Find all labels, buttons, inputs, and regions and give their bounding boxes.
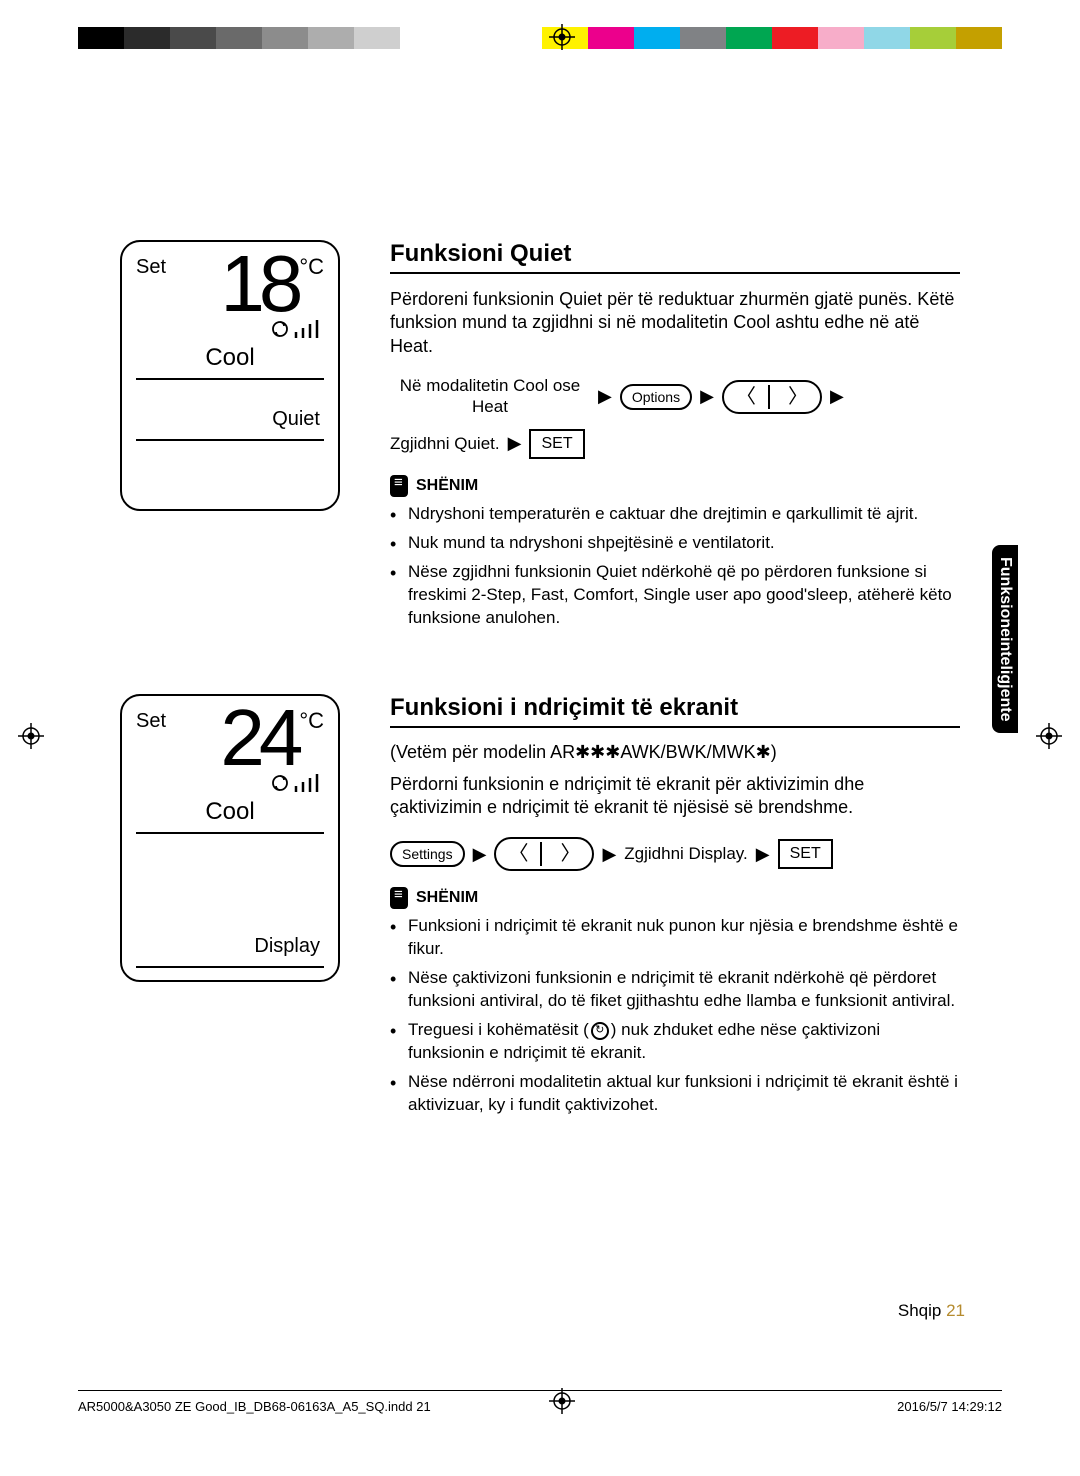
registration-mark-top-icon xyxy=(549,24,575,57)
display-submode: Quiet xyxy=(136,386,324,441)
registration-mark-right-icon xyxy=(1036,723,1062,756)
quiet-intro: Përdoreni funksionin Quiet për të redukt… xyxy=(390,288,960,358)
calibration-swatch xyxy=(910,27,956,49)
select-display-text: Zgjidhni Display. xyxy=(624,844,747,864)
registration-mark-left-icon xyxy=(18,723,44,756)
quiet-step-row-2: Zgjidhni Quiet. ▶ SET xyxy=(390,429,960,459)
footer-page-number: 21 xyxy=(946,1301,965,1320)
display-notes-list: Funksioni i ndriçimit të ekranit nuk pun… xyxy=(390,915,960,1117)
calibration-swatch xyxy=(78,27,124,49)
display-set-label: Set xyxy=(136,252,166,279)
calibration-swatch xyxy=(400,27,446,49)
calibration-swatch xyxy=(818,27,864,49)
quiet-step-row-1: Në modalitetin Cool ose Heat ▶ Options ▶… xyxy=(390,376,960,417)
display-step-row: Settings ▶ 〈 〉 ▶ Zgjidhni Display. ▶ SET xyxy=(390,837,960,871)
display-set-label: Set xyxy=(136,706,166,733)
display-temp: 18 xyxy=(220,252,297,316)
calibration-swatch xyxy=(308,27,354,49)
arrow-icon: ▶ xyxy=(473,844,487,865)
note-header: SHËNIM xyxy=(390,475,960,497)
remote-display-screenlight: Set 24 °C Cool Display xyxy=(120,694,340,982)
section-side-tab: Funksioneinteligjente xyxy=(992,545,1018,733)
arrow-icon: ▶ xyxy=(830,386,844,407)
note-item: Nëse ndërroni modalitetin aktual kur fun… xyxy=(408,1071,960,1117)
note-label: SHËNIM xyxy=(416,477,478,495)
left-arrow-icon: 〈 xyxy=(730,385,770,409)
footer-language: Shqip xyxy=(898,1301,941,1320)
quiet-heading: Funksioni Quiet xyxy=(390,240,960,274)
calibration-swatch xyxy=(262,27,308,49)
display-intro: Përdorni funksionin e ndriçimit të ekran… xyxy=(390,773,960,820)
grayscale-blocks xyxy=(78,27,446,49)
note-icon xyxy=(390,475,408,497)
quiet-function-section: Set 18 °C Cool Quiet Funksioni Quiet Për… xyxy=(120,240,960,636)
set-button: SET xyxy=(778,839,833,869)
note-item: Funksioni i ndriçimit të ekranit nuk pun… xyxy=(408,915,960,961)
registration-mark-bottom-icon xyxy=(549,1388,575,1421)
arrow-icon: ▶ xyxy=(756,844,770,865)
note-icon xyxy=(390,887,408,909)
timer-icon: ↻ xyxy=(591,1022,609,1040)
select-quiet-text: Zgjidhni Quiet. xyxy=(390,434,500,454)
page-content: Set 18 °C Cool Quiet Funksioni Quiet Për… xyxy=(120,240,960,1181)
display-unit: °C xyxy=(297,252,324,280)
remote-display-quiet: Set 18 °C Cool Quiet xyxy=(120,240,340,511)
settings-button: Settings xyxy=(390,841,465,867)
display-function-section: Set 24 °C Cool Display Funksioni i ndriç… xyxy=(120,694,960,1123)
calibration-swatch xyxy=(588,27,634,49)
display-unit: °C xyxy=(297,706,324,734)
calibration-swatch xyxy=(956,27,1002,49)
note-label: SHËNIM xyxy=(416,889,478,907)
calibration-swatch xyxy=(354,27,400,49)
arrow-icon: ▶ xyxy=(598,386,612,407)
left-arrow-icon: 〈 xyxy=(502,842,542,866)
right-arrow-icon: 〉 xyxy=(548,842,586,866)
arrow-icon: ▶ xyxy=(508,433,522,454)
calibration-swatch xyxy=(216,27,262,49)
calibration-swatch xyxy=(634,27,680,49)
print-file-name: AR5000&A3050 ZE Good_IB_DB68-06163A_A5_S… xyxy=(78,1399,431,1414)
note-item: Ndryshoni temperaturën e caktuar dhe dre… xyxy=(408,503,960,526)
display-mode: Cool xyxy=(136,344,324,380)
options-button: Options xyxy=(620,384,692,410)
arrow-icon: ▶ xyxy=(602,844,616,865)
print-timestamp: 2016/5/7 14:29:12 xyxy=(897,1399,1002,1414)
right-arrow-icon: 〉 xyxy=(776,385,814,409)
note-header: SHËNIM xyxy=(390,887,960,909)
calibration-swatch xyxy=(726,27,772,49)
nav-arrows-button: 〈 〉 xyxy=(494,837,594,871)
calibration-swatch xyxy=(772,27,818,49)
quiet-notes-list: Ndryshoni temperaturën e caktuar dhe dre… xyxy=(390,503,960,630)
color-blocks xyxy=(542,27,1002,49)
arrow-icon: ▶ xyxy=(700,386,714,407)
model-subtitle: (Vetëm për modelin AR✱✱✱AWK/BWK/MWK✱) xyxy=(390,742,960,763)
display-mode: Cool xyxy=(136,798,324,834)
note-item: Treguesi i kohëmatësit (↻) nuk zhduket e… xyxy=(408,1019,960,1065)
step-mode-text: Në modalitetin Cool ose Heat xyxy=(390,376,590,417)
calibration-swatch xyxy=(680,27,726,49)
calibration-swatch xyxy=(170,27,216,49)
display-submode: Display xyxy=(136,840,324,968)
note-item: Nuk mund ta ndryshoni shpejtësinë e vent… xyxy=(408,532,960,555)
note-item: Nëse çaktivizoni funksionin e ndriçimit … xyxy=(408,967,960,1013)
calibration-swatch xyxy=(124,27,170,49)
calibration-swatch xyxy=(864,27,910,49)
set-button: SET xyxy=(529,429,584,459)
nav-arrows-button: 〈 〉 xyxy=(722,380,822,414)
page-footer: Shqip 21 xyxy=(898,1301,965,1321)
display-heading: Funksioni i ndriçimit të ekranit xyxy=(390,694,960,728)
note-item: Nëse zgjidhni funksionin Quiet ndërkohë … xyxy=(408,561,960,630)
color-calibration-bar xyxy=(0,25,1080,50)
print-footer: AR5000&A3050 ZE Good_IB_DB68-06163A_A5_S… xyxy=(78,1390,1002,1414)
display-temp: 24 xyxy=(220,706,297,770)
